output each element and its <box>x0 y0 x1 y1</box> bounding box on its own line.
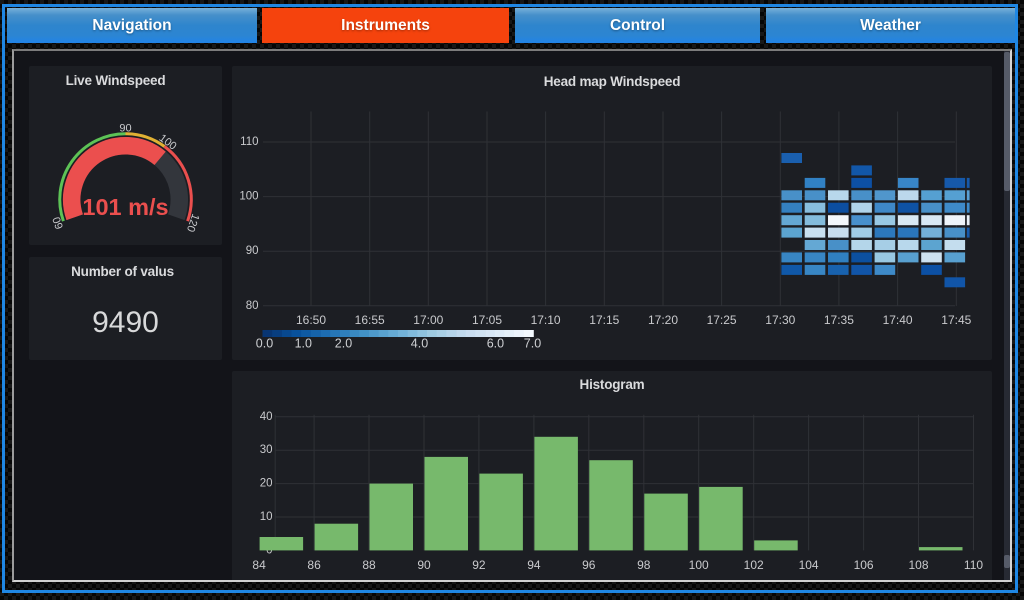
svg-text:0.0: 0.0 <box>256 337 273 351</box>
svg-text:2.0: 2.0 <box>335 337 352 351</box>
svg-text:16:50: 16:50 <box>296 313 326 327</box>
svg-text:7.0: 7.0 <box>524 337 541 351</box>
svg-text:40: 40 <box>260 411 273 423</box>
svg-text:96: 96 <box>582 558 596 572</box>
svg-text:88: 88 <box>362 558 376 572</box>
svg-text:84: 84 <box>252 558 266 572</box>
svg-text:17:35: 17:35 <box>824 313 854 327</box>
svg-text:92: 92 <box>472 558 486 572</box>
svg-text:120: 120 <box>184 212 201 233</box>
svg-text:17:25: 17:25 <box>707 313 737 327</box>
svg-text:80: 80 <box>246 300 259 312</box>
svg-text:110: 110 <box>964 558 983 572</box>
svg-text:102: 102 <box>744 558 764 572</box>
svg-text:110: 110 <box>240 136 258 148</box>
svg-text:86: 86 <box>307 558 321 572</box>
svg-text:4.0: 4.0 <box>411 337 428 351</box>
svg-text:17:45: 17:45 <box>941 313 971 327</box>
svg-text:17:05: 17:05 <box>472 313 502 327</box>
svg-text:100: 100 <box>689 558 709 572</box>
svg-text:17:30: 17:30 <box>765 313 795 327</box>
svg-text:20: 20 <box>260 478 273 490</box>
svg-text:94: 94 <box>527 558 541 572</box>
svg-text:100: 100 <box>239 191 258 203</box>
svg-text:90: 90 <box>246 245 259 257</box>
svg-text:104: 104 <box>799 558 819 572</box>
svg-text:17:20: 17:20 <box>648 313 678 327</box>
svg-text:10: 10 <box>260 511 273 523</box>
svg-text:1.0: 1.0 <box>295 337 312 351</box>
svg-text:90: 90 <box>119 123 131 135</box>
svg-text:90: 90 <box>417 558 431 572</box>
svg-text:6.0: 6.0 <box>487 337 504 351</box>
svg-text:98: 98 <box>637 558 651 572</box>
svg-text:17:15: 17:15 <box>589 313 619 327</box>
svg-text:108: 108 <box>908 558 928 572</box>
svg-text:30: 30 <box>260 444 273 456</box>
svg-text:60: 60 <box>51 215 66 231</box>
svg-text:106: 106 <box>854 558 874 572</box>
svg-text:0: 0 <box>266 544 272 556</box>
svg-text:17:00: 17:00 <box>413 313 443 327</box>
svg-text:16:55: 16:55 <box>355 313 385 327</box>
svg-text:17:40: 17:40 <box>883 313 913 327</box>
svg-text:17:10: 17:10 <box>531 313 561 327</box>
